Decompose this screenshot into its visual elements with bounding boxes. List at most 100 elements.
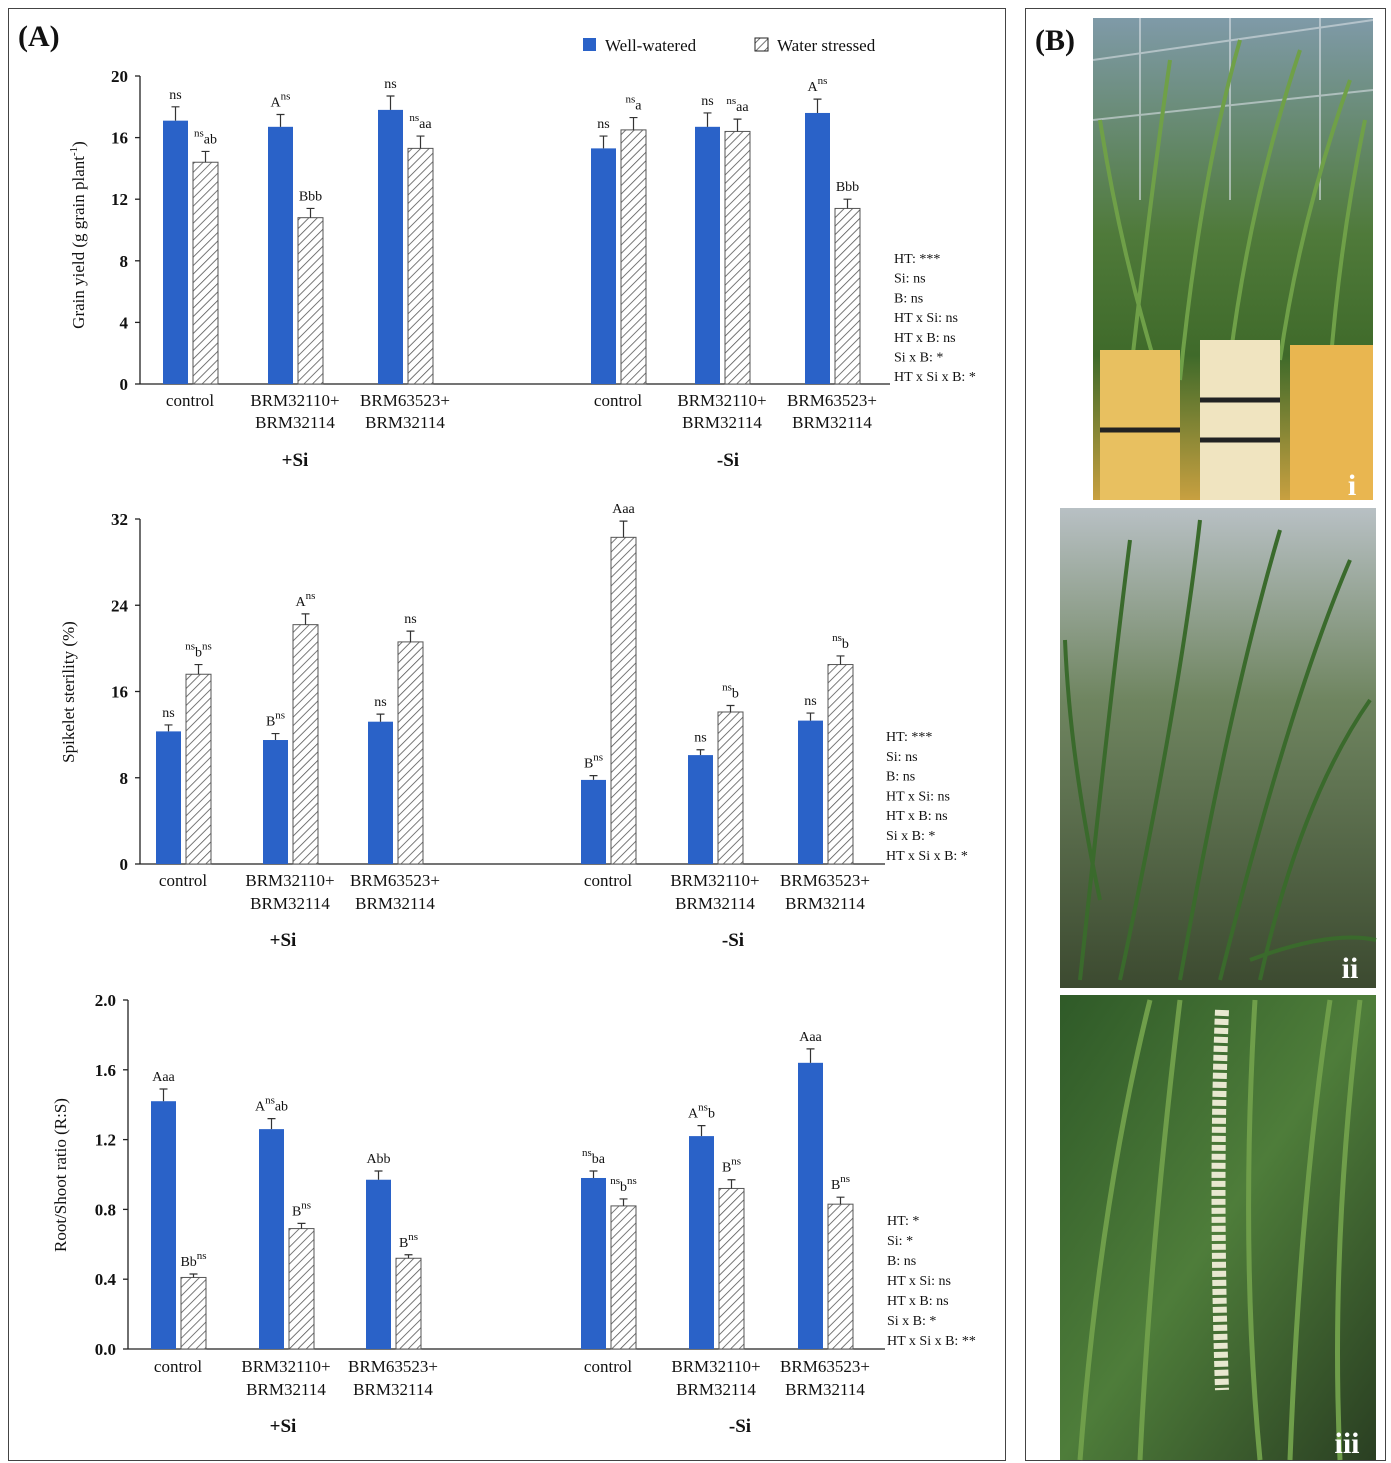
significance-letter: Bns: [399, 1231, 418, 1251]
group-label: +Si: [270, 930, 297, 951]
label-part: B: [266, 715, 275, 730]
superscript: ns: [408, 1231, 418, 1243]
error-bar: [272, 734, 280, 740]
label-part: B: [399, 1236, 408, 1251]
superscript: ns: [840, 1173, 850, 1185]
stat-text: Si x B: *: [894, 351, 943, 366]
error-bar: [405, 1255, 413, 1258]
label-part: ns: [804, 694, 816, 709]
stat-text: B: ns: [887, 1254, 916, 1269]
significance-letter: Ans: [296, 590, 316, 610]
group-label: -Si: [722, 930, 744, 951]
group-label: -Si: [729, 1416, 751, 1437]
x-tick-label: BRM32114: [675, 894, 755, 913]
x-tick-label: BRM32110+: [671, 1357, 760, 1376]
label-part: Bbb: [299, 189, 322, 204]
bar: [611, 1206, 636, 1349]
superscript: ns: [627, 1175, 637, 1187]
significance-letter: ns: [404, 612, 416, 627]
error-bar: [195, 665, 203, 675]
superscript: ns: [306, 590, 316, 602]
significance-letter: nsbns: [185, 641, 212, 661]
y-tick-label: 32: [111, 510, 128, 529]
bar: [366, 1180, 391, 1349]
x-tick-label: BRM32114: [355, 894, 435, 913]
y-tick-label: 8: [120, 769, 129, 788]
bar: [396, 1258, 421, 1349]
y-tick-label: 4: [120, 313, 129, 332]
group-label: +Si: [270, 1416, 297, 1437]
bar: [725, 131, 750, 384]
error-bar: [704, 113, 712, 127]
x-tick-label: BRM32114: [682, 413, 762, 432]
label-part: ab: [275, 1100, 288, 1115]
superscript: ns: [194, 127, 204, 139]
error-bar: [630, 118, 638, 130]
photo: [1060, 18, 1376, 1460]
label-part: b: [732, 687, 739, 702]
x-tick-label: BRM63523+: [780, 1357, 870, 1376]
superscript: ns: [726, 95, 736, 107]
stat-text: HT x Si: ns: [887, 1274, 951, 1289]
label-part: ): [69, 141, 88, 147]
label-part: ns: [701, 94, 713, 109]
error-bar: [417, 136, 425, 148]
significance-letter: Abb: [366, 1152, 390, 1167]
label-part: ns: [404, 612, 416, 627]
label-part: B: [722, 1161, 731, 1176]
error-bar: [807, 1049, 815, 1063]
superscript: -1: [68, 147, 80, 156]
page: (A) (B) i ii iii 048121620Grain yield (g…: [0, 0, 1391, 1463]
bar: [181, 1277, 206, 1349]
significance-letter: ns: [384, 77, 396, 92]
bar: [581, 1178, 606, 1349]
significance-letter: ns: [597, 117, 609, 132]
y-tick-label: 16: [111, 129, 128, 148]
bar: [298, 218, 323, 384]
panel-label: (A): [18, 20, 60, 53]
x-tick-label: BRM32110+: [250, 391, 339, 410]
significance-letter: Bns: [266, 710, 285, 730]
x-tick-label: BRM32110+: [241, 1357, 330, 1376]
significance-letter: Bns: [831, 1173, 850, 1193]
stat-text: HT x Si: ns: [886, 789, 950, 804]
bar: [581, 780, 606, 864]
stat-text: HT x Si x B: **: [887, 1334, 976, 1349]
error-bar: [814, 99, 822, 113]
label-part: B: [584, 757, 593, 772]
superscript: ns: [301, 1199, 311, 1211]
legend-swatch: [755, 38, 768, 51]
bar: [293, 625, 318, 864]
superscript: ns: [275, 710, 285, 722]
x-tick-label: BRM32110+: [677, 391, 766, 410]
stat-text: Si: *: [887, 1234, 913, 1249]
bar: [689, 1136, 714, 1349]
y-tick-label: 0.4: [95, 1270, 117, 1289]
x-tick-label: BRM63523+: [350, 871, 440, 890]
significance-letter: nsb: [722, 682, 739, 702]
error-bar: [807, 713, 815, 721]
significance-letter: Bbb: [299, 189, 322, 204]
x-tick-label: control: [166, 391, 214, 410]
significance-letter: Bbns: [180, 1250, 206, 1270]
y-tick-label: 1.2: [95, 1131, 116, 1150]
panel-label: (B): [1035, 24, 1075, 57]
bar: [695, 127, 720, 384]
error-bar: [277, 115, 285, 127]
stat-text: Si: ns: [886, 750, 918, 765]
label-part: Aaa: [799, 1030, 822, 1045]
bar: [156, 731, 181, 864]
stat-text: B: ns: [886, 770, 915, 785]
significance-letter: nsab: [194, 127, 217, 147]
y-tick-label: 16: [111, 683, 128, 702]
label-part: B: [831, 1178, 840, 1193]
label-part: Bb: [180, 1255, 196, 1270]
significance-letter: Ans: [271, 91, 291, 111]
legend-label: Water stressed: [777, 36, 876, 55]
error-bar: [837, 656, 845, 665]
bar: [828, 665, 853, 864]
superscript: ns: [197, 1250, 207, 1262]
label-part: B: [292, 1204, 301, 1219]
y-axis-title: Root/Shoot ratio (R:S): [51, 1098, 70, 1252]
label-part: b: [842, 637, 849, 652]
